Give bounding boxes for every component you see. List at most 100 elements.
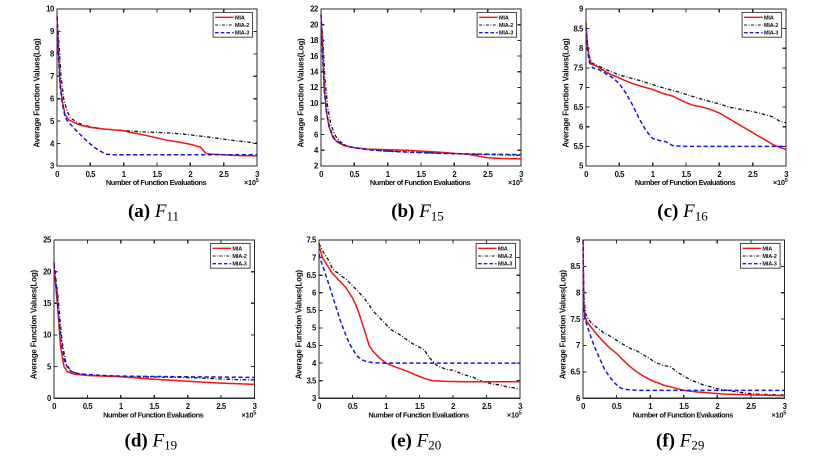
svg-text:MIA: MIA [499,15,509,21]
svg-text:0: 0 [47,394,52,403]
svg-text:Number of Function Evaluations: Number of Function Evaluations [635,178,736,187]
svg-text:4: 4 [314,146,319,155]
svg-text:MIA-2: MIA-2 [764,23,778,29]
svg-text:2.5: 2.5 [748,170,759,179]
svg-text:2.5: 2.5 [746,402,757,411]
svg-text:2: 2 [452,170,457,179]
svg-text:8.5: 8.5 [573,24,584,33]
svg-text:Average Function Values(Log): Average Function Values(Log) [562,38,571,148]
svg-text:8: 8 [579,44,584,53]
svg-text:3.5: 3.5 [306,376,317,385]
svg-text:MIA-2: MIA-2 [499,23,513,29]
svg-text:×105: ×105 [771,411,786,420]
svg-text:6: 6 [50,94,55,103]
svg-text:Number of Function Evaluations: Number of Function Evaluations [103,411,204,420]
svg-text:3: 3 [255,170,260,179]
svg-text:0.5: 0.5 [612,402,623,411]
svg-text:7.5: 7.5 [570,315,581,324]
svg-text:0.5: 0.5 [615,170,626,179]
svg-text:×105: ×105 [244,178,259,187]
svg-text:4.5: 4.5 [306,341,317,350]
svg-text:MIA-2: MIA-2 [498,254,512,260]
svg-text:1.5: 1.5 [679,402,690,411]
svg-text:MIA-3: MIA-3 [232,262,246,268]
svg-text:9: 9 [50,27,55,36]
svg-text:15: 15 [43,299,52,308]
svg-text:0.5: 0.5 [348,402,359,411]
svg-text:6.5: 6.5 [306,271,317,280]
svg-text:5: 5 [312,324,317,333]
svg-text:(e) F20: (e) F20 [391,431,441,453]
svg-text:MIA: MIA [762,246,772,252]
svg-text:9: 9 [579,5,584,14]
svg-text:1: 1 [386,170,391,179]
svg-text:20: 20 [310,20,319,29]
svg-text:1.5: 1.5 [152,170,163,179]
svg-text:Average Function Values(Log): Average Function Values(Log) [559,269,568,379]
svg-text:Number of Function Evaluations: Number of Function Evaluations [106,178,207,187]
svg-text:14: 14 [310,68,319,77]
svg-text:0: 0 [317,402,322,411]
svg-text:1.5: 1.5 [681,170,692,179]
svg-text:×105: ×105 [773,178,788,187]
svg-text:×105: ×105 [241,411,256,420]
svg-text:(c) F16: (c) F16 [657,201,708,223]
svg-text:2.5: 2.5 [219,170,230,179]
svg-text:MIA: MIA [764,15,774,21]
svg-text:2.5: 2.5 [483,170,494,179]
svg-text:(a) F11: (a) F11 [128,201,179,223]
svg-text:4: 4 [312,359,317,368]
svg-text:4: 4 [50,139,55,148]
svg-text:(f) F29: (f) F29 [656,431,704,453]
svg-text:MIA-3: MIA-3 [764,31,778,37]
svg-text:2: 2 [314,162,319,171]
svg-text:MIA-2: MIA-2 [232,254,246,260]
svg-text:6.5: 6.5 [570,368,581,377]
svg-text:18: 18 [310,36,319,45]
svg-text:MIA-3: MIA-3 [499,31,513,37]
svg-text:0: 0 [581,402,586,411]
svg-text:7: 7 [312,253,316,262]
svg-text:0: 0 [584,170,589,179]
svg-text:1.5: 1.5 [150,402,161,411]
svg-text:1.5: 1.5 [416,170,427,179]
svg-text:3: 3 [783,402,788,411]
svg-text:1.5: 1.5 [415,402,426,411]
svg-text:2: 2 [188,170,193,179]
svg-text:2: 2 [715,402,720,411]
svg-text:MIA: MIA [498,246,508,252]
svg-text:10: 10 [46,5,55,14]
svg-text:MIA-3: MIA-3 [235,31,249,37]
svg-text:0: 0 [55,170,60,179]
svg-text:2.5: 2.5 [216,402,227,411]
svg-text:2: 2 [186,402,191,411]
svg-text:7.5: 7.5 [573,64,584,73]
svg-text:MIA: MIA [232,246,242,252]
svg-text:6: 6 [579,122,584,131]
svg-text:3: 3 [784,170,789,179]
svg-text:22: 22 [310,5,319,14]
svg-text:MIA-2: MIA-2 [762,254,776,260]
svg-text:Average Function Values(Log): Average Function Values(Log) [295,269,304,379]
svg-text:0: 0 [319,170,324,179]
svg-text:(d) F19: (d) F19 [125,431,178,453]
svg-text:3: 3 [50,162,55,171]
svg-text:7: 7 [50,72,54,81]
svg-text:×105: ×105 [508,178,523,187]
svg-text:6.5: 6.5 [573,103,584,112]
svg-text:7.5: 7.5 [306,236,317,245]
svg-text:1: 1 [648,402,653,411]
svg-text:6: 6 [312,289,317,298]
svg-text:0.5: 0.5 [86,170,97,179]
svg-text:10: 10 [310,99,319,108]
svg-text:1: 1 [651,170,656,179]
svg-text:Number of Function Evaluations: Number of Function Evaluations [633,411,734,420]
svg-text:3: 3 [253,402,258,411]
svg-text:3: 3 [518,402,523,411]
svg-text:MIA-2: MIA-2 [235,23,249,29]
svg-text:3: 3 [519,170,524,179]
svg-text:0: 0 [52,402,57,411]
svg-text:0.5: 0.5 [350,170,361,179]
svg-text:25: 25 [43,236,52,245]
svg-text:1: 1 [384,402,389,411]
